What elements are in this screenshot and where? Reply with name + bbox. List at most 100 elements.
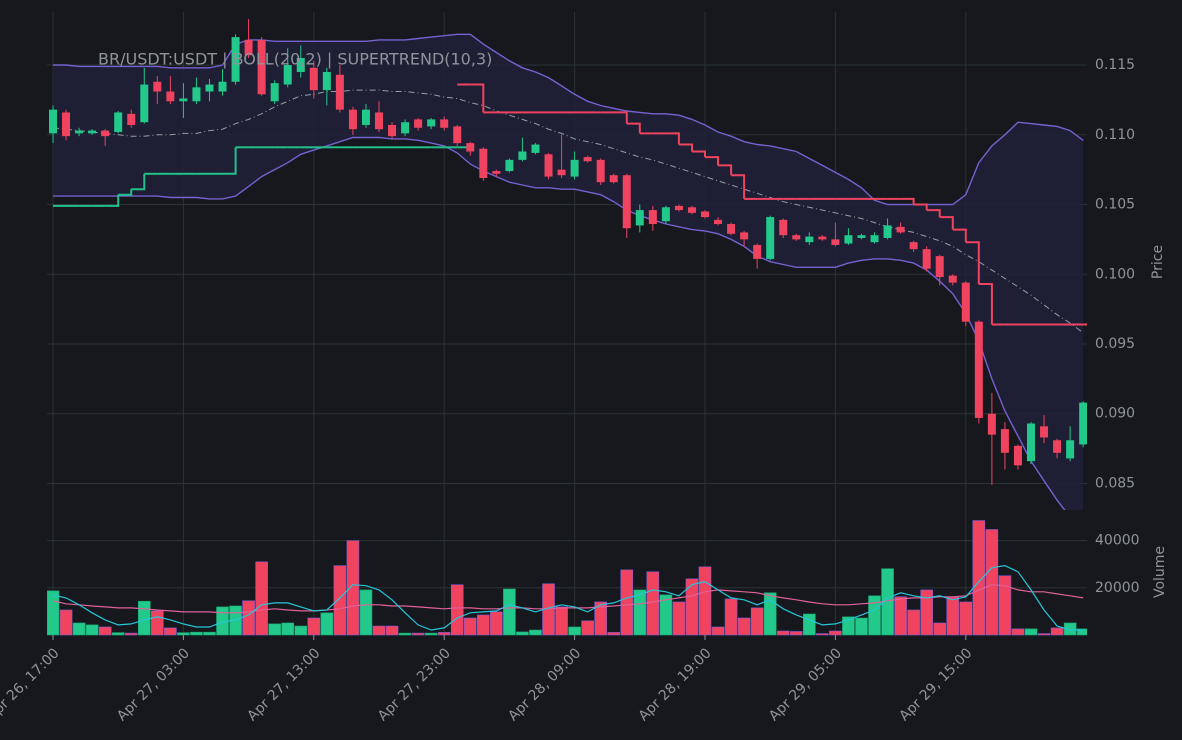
volume-bar <box>659 594 673 636</box>
candle-body <box>870 235 879 243</box>
candle-body <box>140 84 149 123</box>
candle-body <box>909 242 918 250</box>
candle-body <box>479 148 488 178</box>
volume-bar <box>998 575 1012 636</box>
supertrend-up <box>105 194 120 207</box>
volume-bar <box>398 632 412 636</box>
candle-body <box>49 109 57 134</box>
candle-body <box>661 207 670 222</box>
y-axis-label: Price <box>1150 245 1166 279</box>
volume-bar <box>855 617 868 636</box>
candle-body <box>609 175 618 183</box>
volume-bar <box>111 632 125 636</box>
candle-body <box>205 84 214 92</box>
volume-bar <box>424 632 438 636</box>
supertrend-down <box>692 150 706 158</box>
volume-bar <box>333 565 347 636</box>
volume-bar <box>294 625 308 636</box>
volume-ma-slow <box>52 584 1084 614</box>
volume-bar <box>1076 628 1087 636</box>
candle-body <box>622 175 631 229</box>
volume-bar <box>359 589 373 636</box>
volume-bar <box>190 631 203 636</box>
volume-bar <box>750 607 764 636</box>
supertrend-down <box>978 283 993 325</box>
volume-bar <box>490 611 503 636</box>
candle-body <box>492 171 501 174</box>
candle-body <box>687 207 696 213</box>
candle-body <box>648 210 657 225</box>
candle-body <box>322 71 331 91</box>
y-tick-label: 0.100 <box>1095 266 1135 282</box>
candle-body <box>257 39 266 95</box>
candle-body <box>935 256 944 278</box>
volume-bar <box>1011 628 1025 636</box>
volume-bar <box>320 612 334 636</box>
volume-bar <box>59 609 73 636</box>
candle-body <box>974 321 983 418</box>
volume-bar <box>372 625 386 636</box>
candle-body <box>753 244 762 259</box>
volume-axis-label: Volume <box>1152 546 1168 598</box>
candle-body <box>401 122 410 134</box>
candle-body <box>414 119 423 128</box>
volume-bar <box>203 631 216 636</box>
supertrend-up <box>222 147 237 175</box>
bollinger-mid <box>52 89 1084 334</box>
candle-body <box>583 157 592 162</box>
volume-bar <box>907 609 920 636</box>
supertrend-down <box>731 174 746 199</box>
candle-body <box>218 81 227 92</box>
candle-body <box>844 235 853 244</box>
supertrend-down <box>718 164 733 176</box>
supertrend-up <box>131 173 146 191</box>
candle-body <box>779 219 788 236</box>
candle-body <box>101 130 110 137</box>
volume-bar <box>555 606 568 636</box>
candle-body <box>1013 445 1022 466</box>
volume-bar <box>620 569 634 636</box>
volume-bar <box>711 626 725 636</box>
volume-bar <box>959 601 973 636</box>
candle-body <box>987 413 996 435</box>
volume-bar <box>829 630 842 636</box>
candle-body <box>440 119 449 128</box>
volume-tick-label: 40000 <box>1095 533 1140 549</box>
volume-bar <box>411 632 425 636</box>
supertrend-down <box>678 143 693 152</box>
volume-ma-fast <box>52 564 1084 631</box>
volume-bar <box>646 571 660 636</box>
volume-bar <box>594 601 607 636</box>
volume-bar <box>529 629 542 636</box>
volume-bar <box>607 632 621 636</box>
volume-bar <box>685 578 699 636</box>
candle-body <box>244 39 253 56</box>
candle-body <box>570 159 579 177</box>
candle-body <box>335 74 344 110</box>
candle-body <box>153 81 162 92</box>
candle-body <box>818 236 827 240</box>
grid <box>47 12 1087 635</box>
volume-bar <box>763 592 777 636</box>
candle-body <box>309 67 318 91</box>
candle-body <box>127 113 136 125</box>
y-tick-label: 0.110 <box>1095 127 1135 143</box>
candle-body <box>505 159 514 172</box>
candle-body <box>740 232 749 240</box>
volume-bar <box>385 625 399 636</box>
volume-bar <box>724 598 738 636</box>
volume-bar <box>946 596 960 636</box>
candle-body <box>961 282 970 322</box>
volume-bar <box>164 627 177 636</box>
volume-bar <box>72 622 86 636</box>
candle-body <box>727 224 736 234</box>
volume-bar <box>437 632 451 636</box>
volume-bar <box>633 589 647 636</box>
candle-body <box>857 235 866 238</box>
y-tick-label: 0.085 <box>1095 475 1135 491</box>
candle-body <box>348 109 357 130</box>
supertrend-up <box>118 189 133 196</box>
volume-bar <box>268 623 281 636</box>
candle-body <box>1000 429 1009 453</box>
candle-body <box>531 144 540 153</box>
